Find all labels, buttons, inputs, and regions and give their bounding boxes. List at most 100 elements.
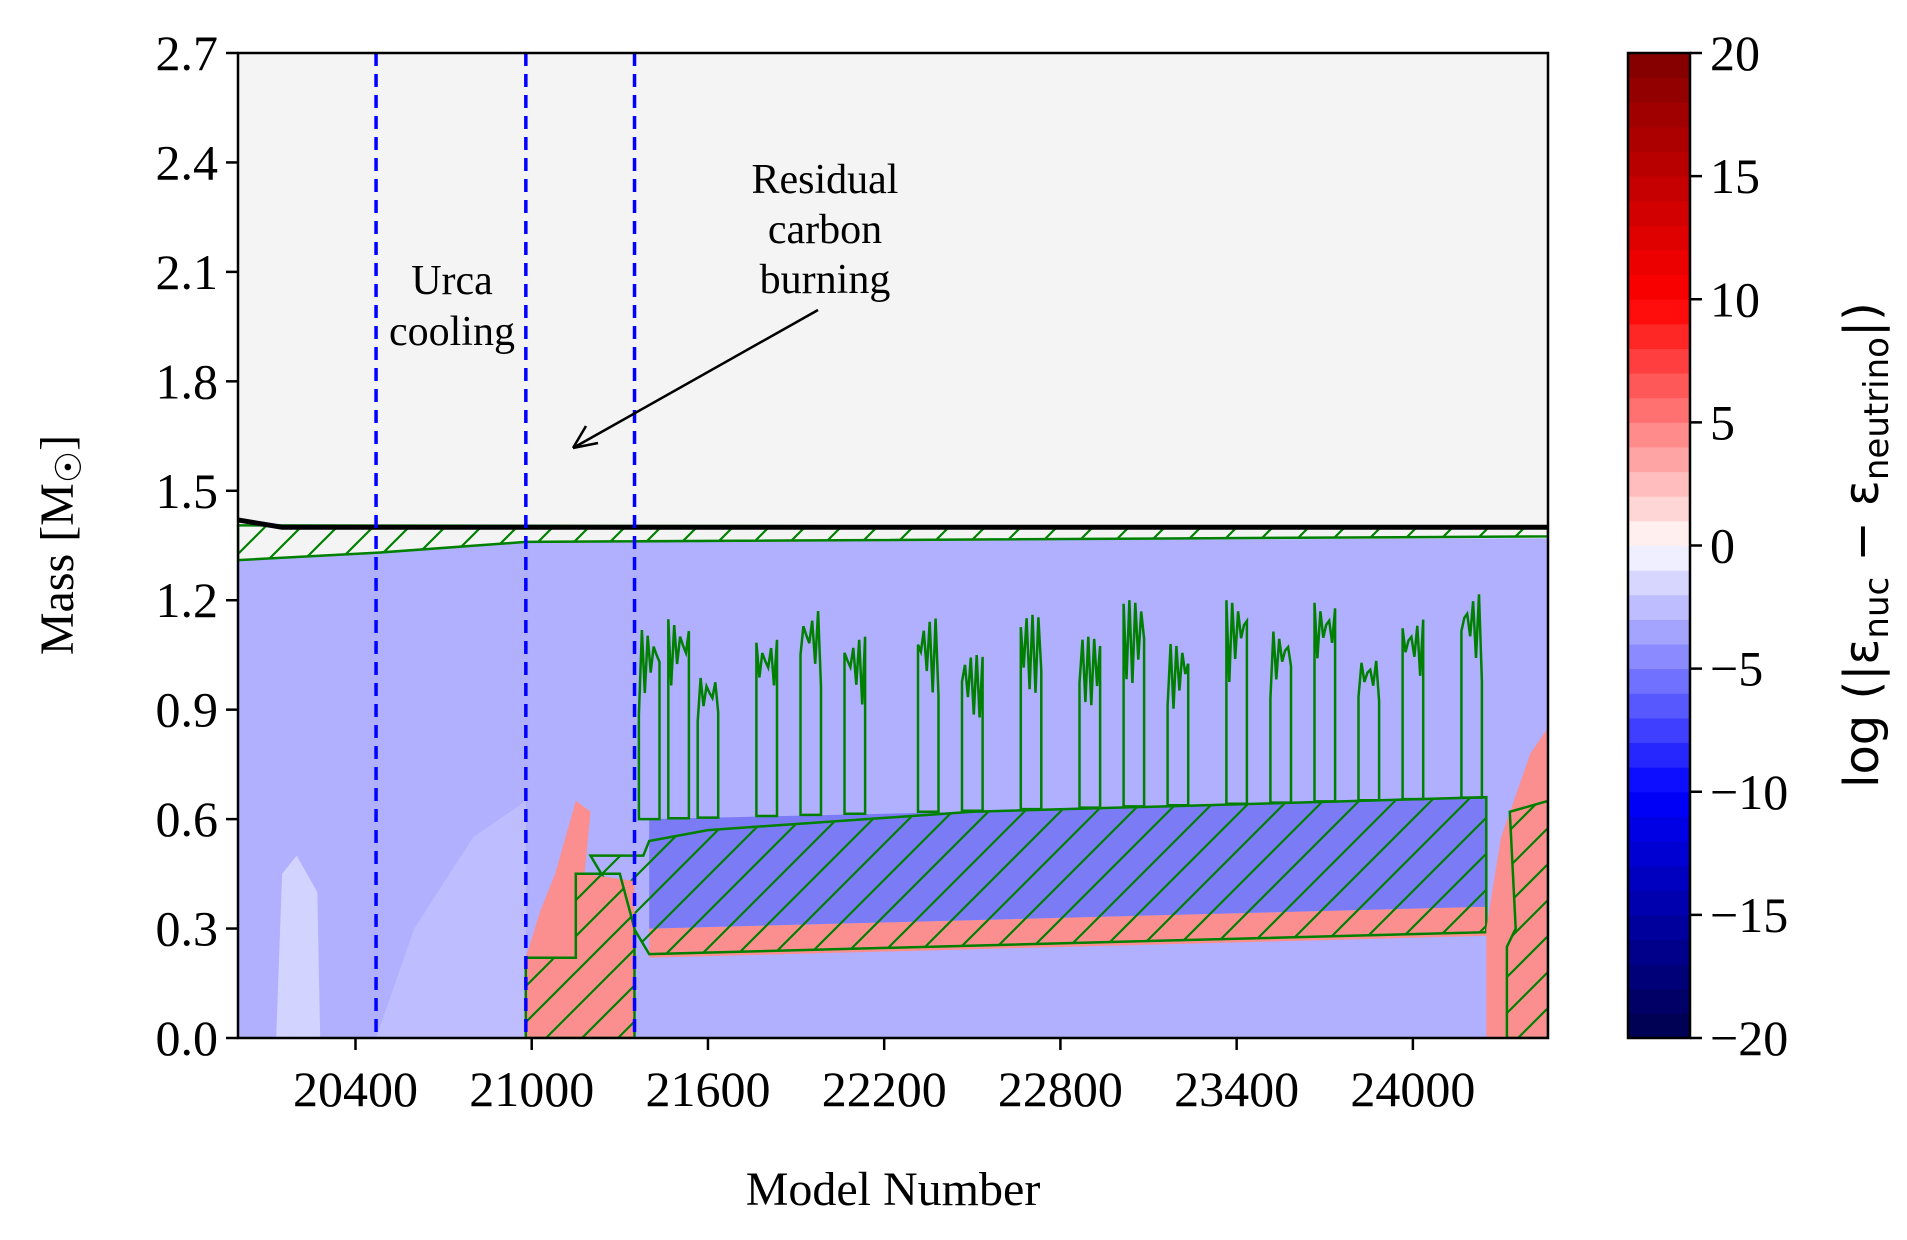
- annotation-arrowhead: [571, 425, 599, 450]
- y-axis-label-sun: ☉: [49, 451, 89, 483]
- colorbar-band: [1628, 397, 1690, 423]
- colorbar-tick-label: −5: [1710, 641, 1763, 697]
- colorbar-label: log (|εnuc − εneutrino|): [1834, 302, 1897, 788]
- colorbar-band: [1628, 841, 1690, 867]
- y-tick-label: 1.2: [156, 572, 219, 628]
- convective-plume: [1122, 600, 1146, 808]
- y-tick-label: 2.4: [156, 134, 219, 190]
- convective-plume: [843, 636, 867, 815]
- convective-plumes: [637, 594, 1484, 821]
- late-burning-hatch: [1505, 799, 1548, 1038]
- colorbar-band: [1628, 471, 1690, 497]
- colorbar-band: [1628, 274, 1690, 300]
- annotation-urca-line1: Urca: [411, 258, 493, 304]
- x-tick-label: 22200: [822, 1061, 947, 1117]
- colorbar-band: [1628, 53, 1690, 79]
- colorbar-band: [1628, 447, 1690, 473]
- colorbar-tick-label: 0: [1710, 518, 1735, 574]
- y-axis-label: Mass [M☉]: [31, 435, 89, 655]
- colorbar-band: [1628, 151, 1690, 177]
- y-tick-label: 1.8: [156, 353, 219, 409]
- colorbar-band: [1628, 102, 1690, 128]
- colorbar-bands: [1628, 53, 1690, 1039]
- annotation-residual-line3: burning: [760, 257, 891, 303]
- x-tick-label: 21600: [645, 1061, 770, 1117]
- colorbar-band: [1628, 865, 1690, 891]
- convective-plume: [1401, 619, 1425, 801]
- colorbar-band: [1628, 644, 1690, 670]
- colorbar-band: [1628, 816, 1690, 842]
- colorbar-band: [1628, 520, 1690, 546]
- colorbar-band: [1628, 496, 1690, 522]
- y-axis-label-text: Mass [M: [31, 483, 84, 655]
- x-axis-ticks: 20400 21000 21600 22200 22800 23400 24000: [293, 1038, 1475, 1117]
- colorbar-band: [1628, 126, 1690, 152]
- y-tick-label: 0.9: [156, 682, 219, 738]
- colorbar-band: [1628, 323, 1690, 349]
- colorbar-band: [1628, 225, 1690, 251]
- convective-plume: [1166, 643, 1190, 807]
- colorbar-band: [1628, 299, 1690, 325]
- y-tick-label: 2.1: [156, 244, 219, 300]
- x-tick-label: 21000: [469, 1061, 594, 1117]
- convective-plume: [755, 639, 779, 818]
- urca-region: [376, 800, 526, 1038]
- annotation-arrow: [572, 308, 819, 450]
- x-tick-label: 22800: [998, 1061, 1123, 1117]
- convective-plume: [1225, 600, 1249, 806]
- colorbar-tick-label: −10: [1710, 764, 1788, 820]
- colorbar-band: [1628, 939, 1690, 965]
- convective-plume: [1313, 602, 1337, 803]
- colorbar-band: [1628, 77, 1690, 103]
- colorbar-tick-label: −20: [1710, 1010, 1788, 1066]
- y-tick-label: 0.3: [156, 901, 219, 957]
- convective-plume: [1078, 636, 1102, 809]
- plot-area: [238, 53, 1548, 1038]
- colorbar-band: [1628, 964, 1690, 990]
- colorbar-tick-label: 15: [1710, 148, 1760, 204]
- colorbar-label-sub1: nuc: [1857, 577, 1897, 639]
- inner-light-region: [276, 855, 321, 1038]
- colorbar-band: [1628, 717, 1690, 743]
- colorbar-band: [1628, 693, 1690, 719]
- convective-plume: [916, 618, 940, 814]
- annotation-residual-line2: carbon: [768, 207, 882, 253]
- plot-frame: [236, 51, 1550, 1040]
- colorbar-band: [1628, 914, 1690, 940]
- colorbar: 20 15 10 5 0 −5 −10 −15 −20 log (|εnuc − εneutri…: [1626, 25, 1897, 1066]
- convective-shell-hatch: [588, 795, 1488, 956]
- colorbar-band: [1628, 422, 1690, 448]
- colorbar-label-mid: − ε: [1834, 480, 1890, 577]
- x-tick-label: 23400: [1174, 1061, 1299, 1117]
- y-tick-label: 0.6: [156, 791, 219, 847]
- colorbar-band: [1628, 890, 1690, 916]
- convective-plume: [667, 619, 691, 820]
- colorbar-band: [1628, 570, 1690, 596]
- convective-plume: [1269, 631, 1293, 804]
- colorbar-band: [1628, 545, 1690, 571]
- colorbar-band: [1628, 767, 1690, 793]
- colorbar-label-suffix: |): [1834, 302, 1890, 337]
- colorbar-band: [1628, 594, 1690, 620]
- convective-plume: [799, 611, 823, 817]
- colorbar-band: [1628, 742, 1690, 768]
- convective-plume: [1357, 660, 1381, 802]
- x-axis-label: Model Number: [746, 1163, 1041, 1216]
- colorbar-label-prefix: log (|ε: [1834, 639, 1890, 788]
- convective-plume: [1460, 594, 1484, 799]
- x-tick-label: 24000: [1350, 1061, 1475, 1117]
- star-mass-line: [238, 517, 1548, 530]
- y-tick-label: 0.0: [156, 1010, 219, 1066]
- convective-plume: [637, 630, 661, 821]
- colorbar-band: [1628, 200, 1690, 226]
- y-tick-label: 2.7: [156, 25, 219, 81]
- convective-plume: [1019, 614, 1043, 811]
- colorbar-band: [1628, 791, 1690, 817]
- colorbar-tick-label: −15: [1710, 887, 1788, 943]
- vertical-markers: [374, 53, 637, 1038]
- colorbar-tick-label: 5: [1710, 394, 1735, 450]
- colorbar-band: [1628, 1013, 1690, 1039]
- colorbar-band: [1628, 348, 1690, 374]
- y-axis-label-close: ]: [31, 435, 84, 451]
